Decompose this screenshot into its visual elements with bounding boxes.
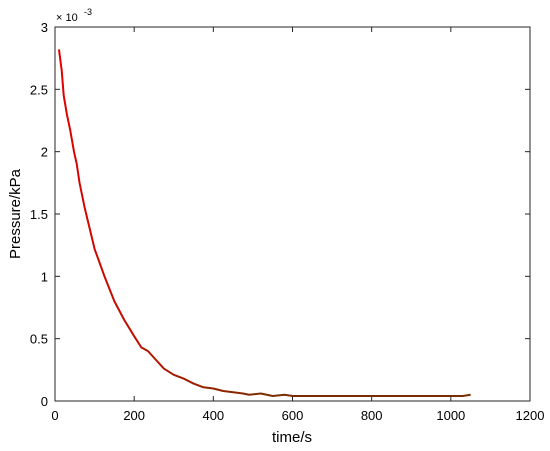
y-tick-label: 2.5 [30,82,48,97]
x-axis-label: time/s [272,429,312,446]
y-tick-label: 1.5 [30,207,48,222]
plot-box [54,26,531,402]
x-tick-label: 600 [282,408,304,423]
x-tick-label: 0 [51,408,58,423]
x-tick-label: 1200 [516,408,545,423]
data-line [57,49,471,398]
x-tick-label: 800 [361,408,383,423]
y-tick-label: 2 [41,145,48,160]
y-multiplier: × 10 [56,12,78,24]
x-tick-label: 400 [202,408,224,423]
y-axis-label: Pressure/kPa [7,168,24,259]
y-tick-label: 0.5 [30,332,48,347]
y-tick-label: 1 [41,269,48,284]
y-tick-label: 0 [41,394,48,409]
y-multiplier-exponent: -3 [84,7,92,17]
y-tick-label: 3 [41,20,48,35]
x-tick-label: 1000 [436,408,465,423]
x-tick-label: 200 [123,408,145,423]
